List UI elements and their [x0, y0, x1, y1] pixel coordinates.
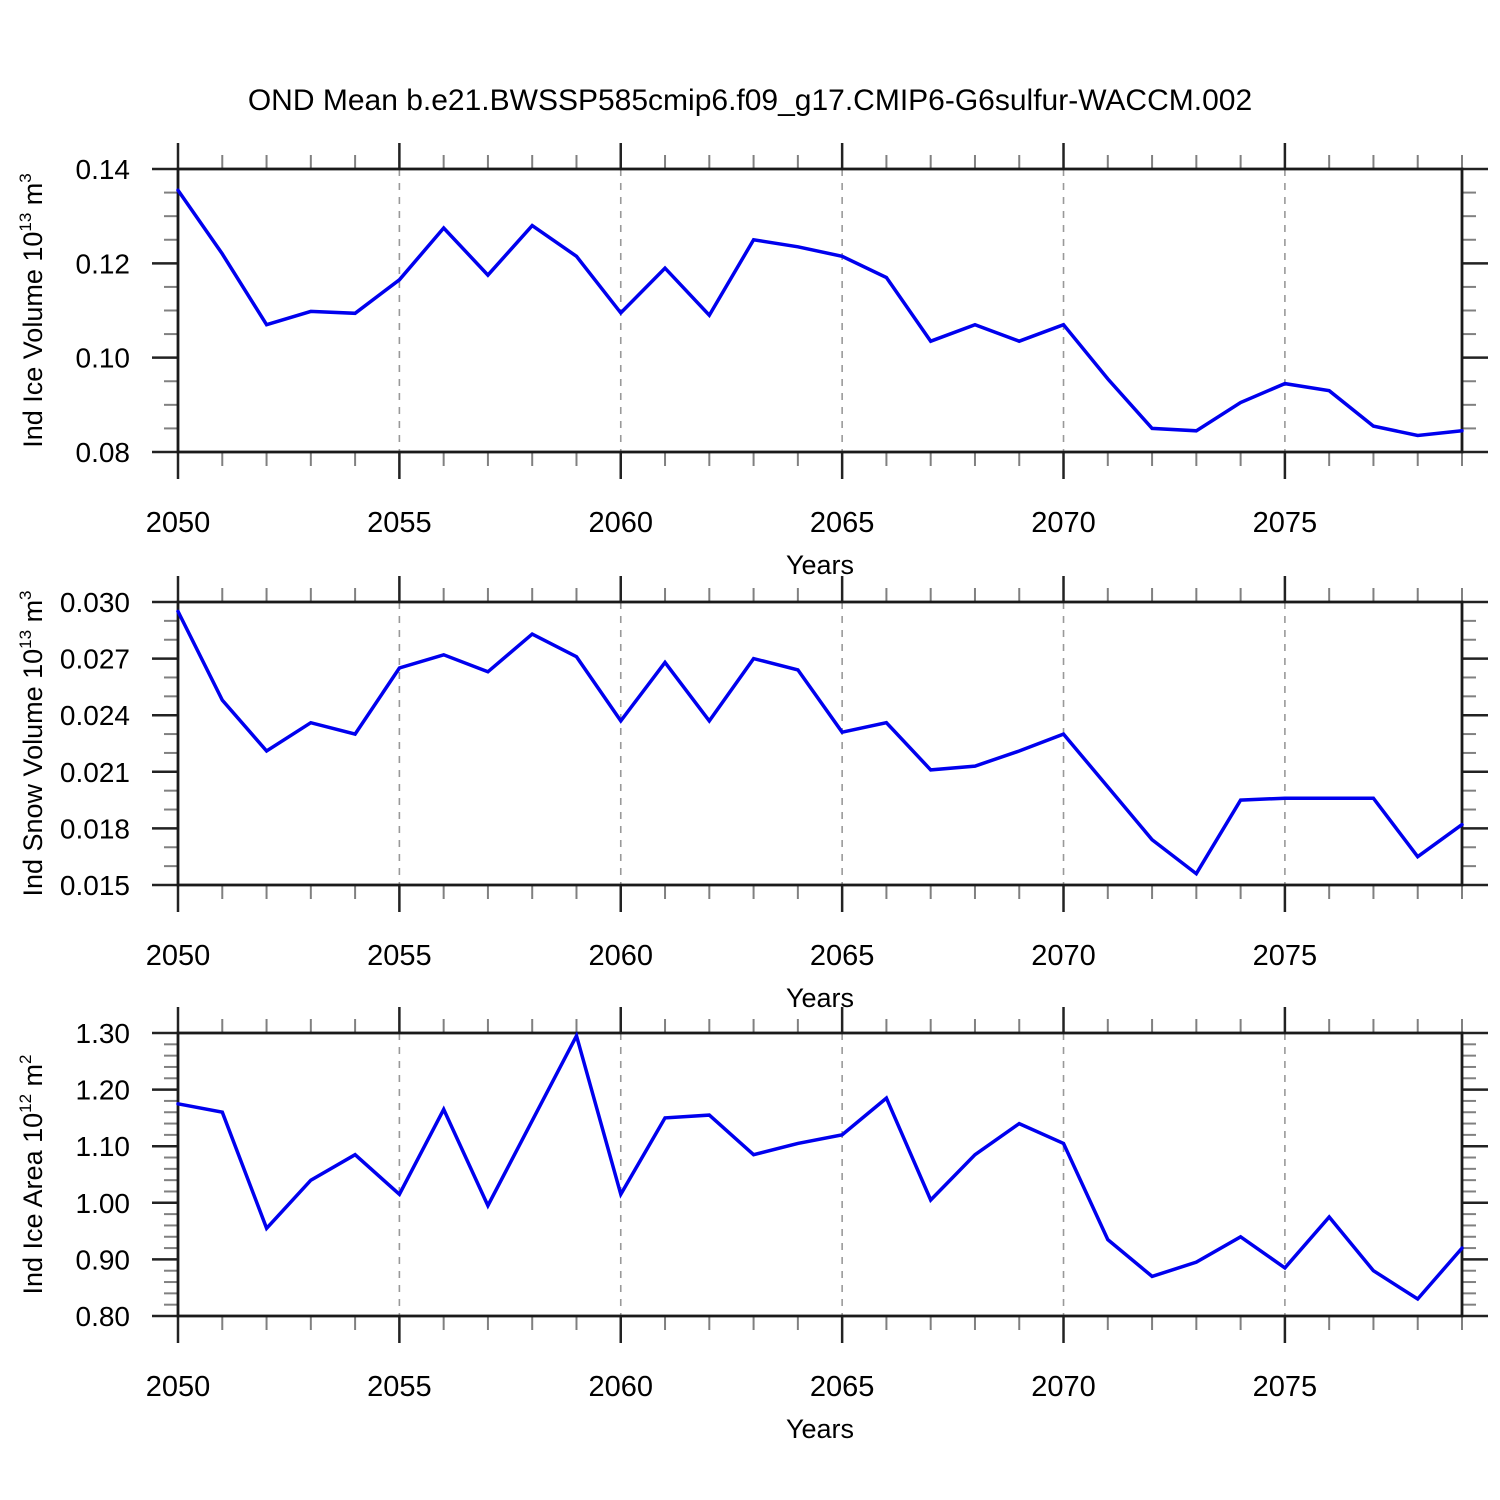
x-tick-label: 2050: [146, 1371, 211, 1403]
x-tick-label: 2065: [810, 1371, 875, 1403]
x-tick-label: 2060: [589, 507, 654, 539]
x-tick-label: 2070: [1031, 1371, 1096, 1403]
x-axis-title: Years: [786, 983, 854, 1013]
y-tick-label: 0.024: [60, 700, 130, 731]
y-tick-label: 1.00: [76, 1188, 131, 1219]
x-tick-label: 2050: [146, 507, 211, 539]
x-tick-label: 2075: [1253, 1371, 1318, 1403]
x-tick-label: 2055: [367, 940, 432, 972]
x-tick-label: 2060: [589, 940, 654, 972]
figure-title: OND Mean b.e21.BWSSP585cmip6.f09_g17.CMI…: [247, 84, 1253, 117]
y-tick-label: 0.030: [60, 587, 130, 618]
y-tick-label: 1.10: [76, 1131, 131, 1162]
y-tick-label: 0.12: [76, 248, 131, 279]
x-tick-label: 2060: [589, 1371, 654, 1403]
panel-ind-snow-volume: 0.015 0.018 0.021 0.024 0.027 0.030 2050 2055 20…: [16, 576, 1488, 1013]
x-tick-label: 2070: [1031, 507, 1096, 539]
panel-ind-ice-volume: 0.08 0.10 0.12 0.14 2050 2055 2060 2065 2070 2075…: [16, 143, 1488, 580]
y-tick-label: 0.015: [60, 870, 130, 901]
x-tick-label: 2075: [1253, 940, 1318, 972]
x-tick-label: 2055: [367, 1371, 432, 1403]
x-tick-label: 2055: [367, 507, 432, 539]
ind-ice-area-series-line: [176, 1031, 1464, 1302]
plot-frame: [176, 1031, 1464, 1318]
plot-frame: [176, 167, 1464, 454]
x-tick-label: 2065: [810, 940, 875, 972]
x-tick-label: 2070: [1031, 940, 1096, 972]
x-tick-label: 2065: [810, 507, 875, 539]
y-axis-title: Ind Ice Volume 1013 m3: [16, 173, 48, 448]
ind-snow-volume-series-line: [176, 609, 1464, 877]
y-tick-label: 0.027: [60, 644, 130, 675]
ind-ice-volume-series-line: [176, 188, 1464, 438]
panel-ind-ice-area: 0.80 0.90 1.00 1.10 1.20 1.30 2050 2055 2060 2065…: [16, 1007, 1488, 1444]
y-tick-label: 0.10: [76, 343, 131, 374]
x-tick-label: 2075: [1253, 507, 1318, 539]
y-tick-label: 0.08: [76, 437, 131, 468]
y-tick-label: 0.14: [76, 154, 131, 185]
y-tick-label: 0.021: [60, 757, 130, 788]
y-tick-label: 1.30: [76, 1018, 131, 1049]
x-tick-label: 2050: [146, 940, 211, 972]
x-axis-title: Years: [786, 1414, 854, 1444]
y-tick-label: 1.20: [76, 1075, 131, 1106]
y-tick-label: 0.018: [60, 813, 130, 844]
y-axis-title: Ind Ice Area 1012 m2: [16, 1054, 48, 1294]
y-tick-label: 0.90: [76, 1244, 131, 1275]
y-tick-label: 0.80: [76, 1301, 131, 1332]
y-axis-title: Ind Snow Volume 1013 m3: [16, 590, 48, 896]
x-axis-title: Years: [786, 550, 854, 580]
plot-frame: [176, 600, 1464, 887]
